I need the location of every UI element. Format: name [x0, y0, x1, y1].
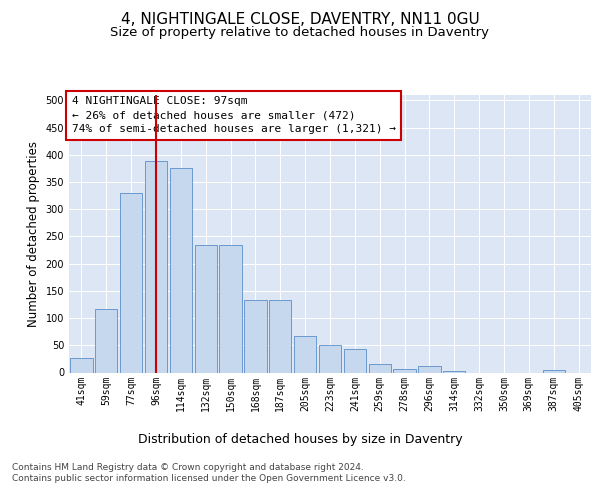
- Bar: [194, 244, 217, 372]
- Bar: [418, 366, 440, 372]
- Bar: [95, 310, 118, 372]
- Text: 4 NIGHTINGALE CLOSE: 97sqm
← 26% of detached houses are smaller (472)
74% of sem: 4 NIGHTINGALE CLOSE: 97sqm ← 26% of deta…: [71, 96, 395, 134]
- Bar: [368, 364, 391, 372]
- Bar: [344, 348, 366, 372]
- Bar: [120, 193, 142, 372]
- Text: 4, NIGHTINGALE CLOSE, DAVENTRY, NN11 0GU: 4, NIGHTINGALE CLOSE, DAVENTRY, NN11 0GU: [121, 12, 479, 28]
- Bar: [70, 358, 92, 372]
- Text: Size of property relative to detached houses in Daventry: Size of property relative to detached ho…: [110, 26, 490, 39]
- Bar: [170, 168, 192, 372]
- Bar: [244, 300, 266, 372]
- Y-axis label: Number of detached properties: Number of detached properties: [27, 141, 40, 327]
- Text: Contains HM Land Registry data © Crown copyright and database right 2024.
Contai: Contains HM Land Registry data © Crown c…: [12, 462, 406, 483]
- Text: Distribution of detached houses by size in Daventry: Distribution of detached houses by size …: [137, 432, 463, 446]
- Bar: [294, 336, 316, 372]
- Bar: [269, 300, 292, 372]
- Bar: [542, 370, 565, 372]
- Bar: [220, 244, 242, 372]
- Bar: [319, 346, 341, 372]
- Bar: [394, 368, 416, 372]
- Bar: [145, 162, 167, 372]
